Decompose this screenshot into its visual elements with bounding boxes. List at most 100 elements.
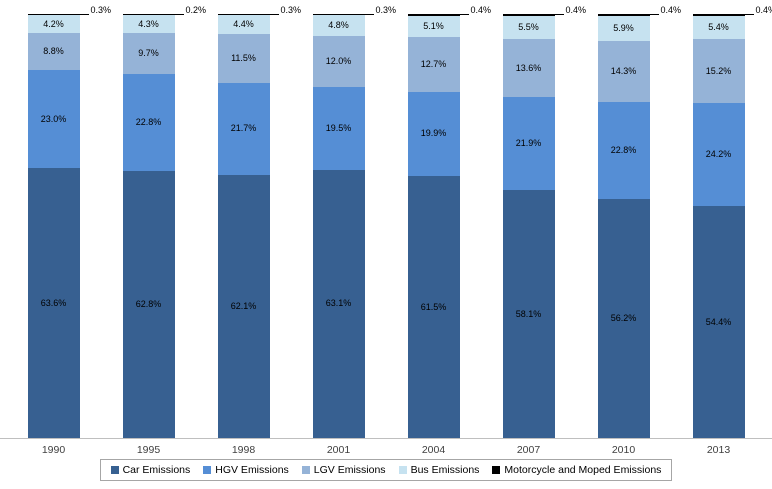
segment-car-emissions-2007[interactable]: 58.1%: [502, 190, 555, 438]
segment-motorcycle-and-moped-emissions-2007[interactable]: [502, 14, 555, 16]
segment-motorcycle-and-moped-emissions-2010[interactable]: [597, 14, 650, 16]
value-label-car-emissions-2013: 54.4%: [705, 316, 732, 327]
segment-motorcycle-and-moped-emissions-2001[interactable]: [312, 14, 365, 16]
callout-leader-line: [269, 13, 279, 15]
value-label-motorcycle-and-moped-emissions-2013: 0.4%: [755, 4, 772, 15]
segment-bus-emissions-1998[interactable]: 4.4%: [217, 15, 270, 34]
x-tick-1990: 1990: [41, 444, 66, 456]
stacked-bar-1990[interactable]: 0.3% 4.2% 8.8% 23.0% 63.6%: [27, 5, 111, 438]
callout-2001: 0.3%: [364, 4, 397, 21]
segment-lgv-emissions-2001[interactable]: 12.0%: [312, 35, 365, 87]
stacked-bar-2010[interactable]: 0.4% 5.9% 14.3% 22.8% 56.2%: [597, 5, 681, 438]
segment-lgv-emissions-2010[interactable]: 14.3%: [597, 40, 650, 102]
bar-slot-2004: 0.4% 5.1% 12.7% 19.9% 61.5%: [386, 5, 491, 438]
value-label-lgv-emissions-1995: 9.7%: [138, 48, 159, 59]
value-label-motorcycle-and-moped-emissions-1998: 0.3%: [280, 4, 302, 15]
bar-slot-2013: 0.4% 5.4% 15.2% 24.2% 54.4%: [671, 5, 772, 438]
x-tick-1995: 1995: [136, 444, 161, 456]
legend-swatch-car-emissions: [110, 466, 119, 474]
segment-bus-emissions-2001[interactable]: 4.8%: [312, 15, 365, 36]
callout-leader-line: [79, 13, 89, 15]
value-label-hgv-emissions-1990: 23.0%: [40, 113, 67, 124]
segment-car-emissions-2004[interactable]: 61.5%: [407, 176, 460, 438]
segment-car-emissions-1990[interactable]: 63.6%: [27, 168, 80, 438]
bar-slot-1995: 0.2% 4.3% 9.7% 22.8% 62.8%: [101, 5, 206, 438]
segment-hgv-emissions-2013[interactable]: 24.2%: [692, 103, 745, 207]
value-label-car-emissions-1990: 63.6%: [40, 297, 67, 308]
stacked-bar-2007[interactable]: 0.4% 5.5% 13.6% 21.9% 58.1%: [502, 5, 586, 438]
stacked-bar-2004[interactable]: 0.4% 5.1% 12.7% 19.9% 61.5%: [407, 5, 491, 438]
value-label-bus-emissions-2001: 4.8%: [328, 20, 349, 30]
segment-motorcycle-and-moped-emissions-1998[interactable]: [217, 14, 270, 16]
segment-hgv-emissions-1998[interactable]: 21.7%: [217, 82, 270, 175]
x-tick-2004: 2004: [421, 444, 446, 456]
segment-bus-emissions-2010[interactable]: 5.9%: [597, 15, 650, 41]
value-label-motorcycle-and-moped-emissions-2004: 0.4%: [470, 4, 492, 15]
segment-car-emissions-1995[interactable]: 62.8%: [122, 171, 175, 438]
segment-bus-emissions-1995[interactable]: 4.3%: [122, 15, 175, 34]
segment-car-emissions-1998[interactable]: 62.1%: [217, 174, 270, 438]
bar-slot-2007: 0.4% 5.5% 13.6% 21.9% 58.1%: [481, 5, 586, 438]
legend-item-hgv-emissions[interactable]: HGV Emissions: [203, 464, 289, 476]
segment-motorcycle-and-moped-emissions-2013[interactable]: [692, 14, 745, 16]
legend-item-motorcycle-and-moped-emissions[interactable]: Motorcycle and Moped Emissions: [492, 464, 661, 476]
segment-motorcycle-and-moped-emissions-2004[interactable]: [407, 14, 460, 16]
value-label-motorcycle-and-moped-emissions-2007: 0.4%: [565, 4, 587, 15]
value-label-lgv-emissions-1990: 8.8%: [43, 46, 64, 57]
legend-label-motorcycle-and-moped-emissions: Motorcycle and Moped Emissions: [504, 464, 662, 476]
value-label-car-emissions-2004: 61.5%: [420, 301, 447, 312]
value-label-bus-emissions-1998: 4.4%: [233, 19, 254, 30]
legend-item-car-emissions[interactable]: Car Emissions: [110, 464, 191, 476]
legend-item-bus-emissions[interactable]: Bus Emissions: [398, 464, 480, 476]
segment-car-emissions-2013[interactable]: 54.4%: [692, 206, 745, 438]
segment-car-emissions-2001[interactable]: 63.1%: [312, 169, 365, 438]
callout-1995: 0.2%: [174, 5, 206, 21]
segment-bus-emissions-2013[interactable]: 5.4%: [692, 15, 745, 39]
segment-lgv-emissions-1998[interactable]: 11.5%: [217, 33, 270, 83]
value-label-lgv-emissions-2001: 12.0%: [325, 55, 352, 66]
segment-lgv-emissions-1995[interactable]: 9.7%: [122, 33, 175, 75]
value-label-lgv-emissions-2013: 15.2%: [705, 65, 732, 76]
segment-bus-emissions-1990[interactable]: 4.2%: [27, 15, 80, 34]
value-label-hgv-emissions-2001: 19.5%: [325, 122, 352, 133]
segment-bus-emissions-2007[interactable]: 5.5%: [502, 15, 555, 40]
callout-1998: 0.3%: [269, 4, 302, 21]
segment-hgv-emissions-1995[interactable]: 22.8%: [122, 74, 175, 172]
segment-hgv-emissions-2001[interactable]: 19.5%: [312, 86, 365, 170]
segment-bus-emissions-2004[interactable]: 5.1%: [407, 15, 460, 38]
value-label-car-emissions-2007: 58.1%: [515, 308, 542, 319]
value-label-hgv-emissions-2007: 21.9%: [515, 138, 542, 149]
segment-car-emissions-2010[interactable]: 56.2%: [597, 198, 650, 438]
value-label-lgv-emissions-2004: 12.7%: [420, 58, 447, 69]
bar-slot-2010: 0.4% 5.9% 14.3% 22.8% 56.2%: [576, 5, 681, 438]
segment-hgv-emissions-2010[interactable]: 22.8%: [597, 101, 650, 199]
stacked-bar-1998[interactable]: 0.3% 4.4% 11.5% 21.7% 62.1%: [217, 5, 301, 438]
callout-2007: 0.4%: [554, 4, 587, 21]
segment-hgv-emissions-2004[interactable]: 19.9%: [407, 91, 460, 177]
legend-swatch-bus-emissions: [398, 466, 407, 474]
x-tick-1998: 1998: [231, 444, 256, 456]
segment-lgv-emissions-2013[interactable]: 15.2%: [692, 38, 745, 104]
callout-2010: 0.4%: [649, 4, 682, 21]
value-label-bus-emissions-1990: 4.2%: [43, 18, 64, 29]
segment-lgv-emissions-2007[interactable]: 13.6%: [502, 39, 555, 98]
stacked-bar-2001[interactable]: 0.3% 4.8% 12.0% 19.5% 63.1%: [312, 5, 396, 438]
legend-label-bus-emissions: Bus Emissions: [410, 464, 480, 476]
segment-hgv-emissions-2007[interactable]: 21.9%: [502, 97, 555, 191]
segment-lgv-emissions-1990[interactable]: 8.8%: [27, 33, 80, 71]
value-label-motorcycle-and-moped-emissions-2001: 0.3%: [375, 4, 397, 15]
segment-motorcycle-and-moped-emissions-1990[interactable]: [27, 14, 80, 16]
value-label-car-emissions-1995: 62.8%: [135, 299, 162, 310]
segment-motorcycle-and-moped-emissions-1995[interactable]: [122, 14, 175, 15]
legend-label-car-emissions: Car Emissions: [122, 464, 191, 476]
segment-hgv-emissions-1990[interactable]: 23.0%: [27, 70, 80, 169]
stacked-bar-1995[interactable]: 0.2% 4.3% 9.7% 22.8% 62.8%: [122, 5, 206, 438]
callout-2004: 0.4%: [459, 4, 492, 21]
x-tick-2007: 2007: [516, 444, 541, 456]
legend-item-lgv-emissions[interactable]: LGV Emissions: [301, 464, 386, 476]
stacked-bar-2013[interactable]: 0.4% 5.4% 15.2% 24.2% 54.4%: [692, 5, 772, 438]
value-label-motorcycle-and-moped-emissions-2010: 0.4%: [660, 4, 682, 15]
value-label-hgv-emissions-1998: 21.7%: [230, 123, 257, 134]
value-label-car-emissions-1998: 62.1%: [230, 300, 257, 311]
segment-lgv-emissions-2004[interactable]: 12.7%: [407, 37, 460, 92]
